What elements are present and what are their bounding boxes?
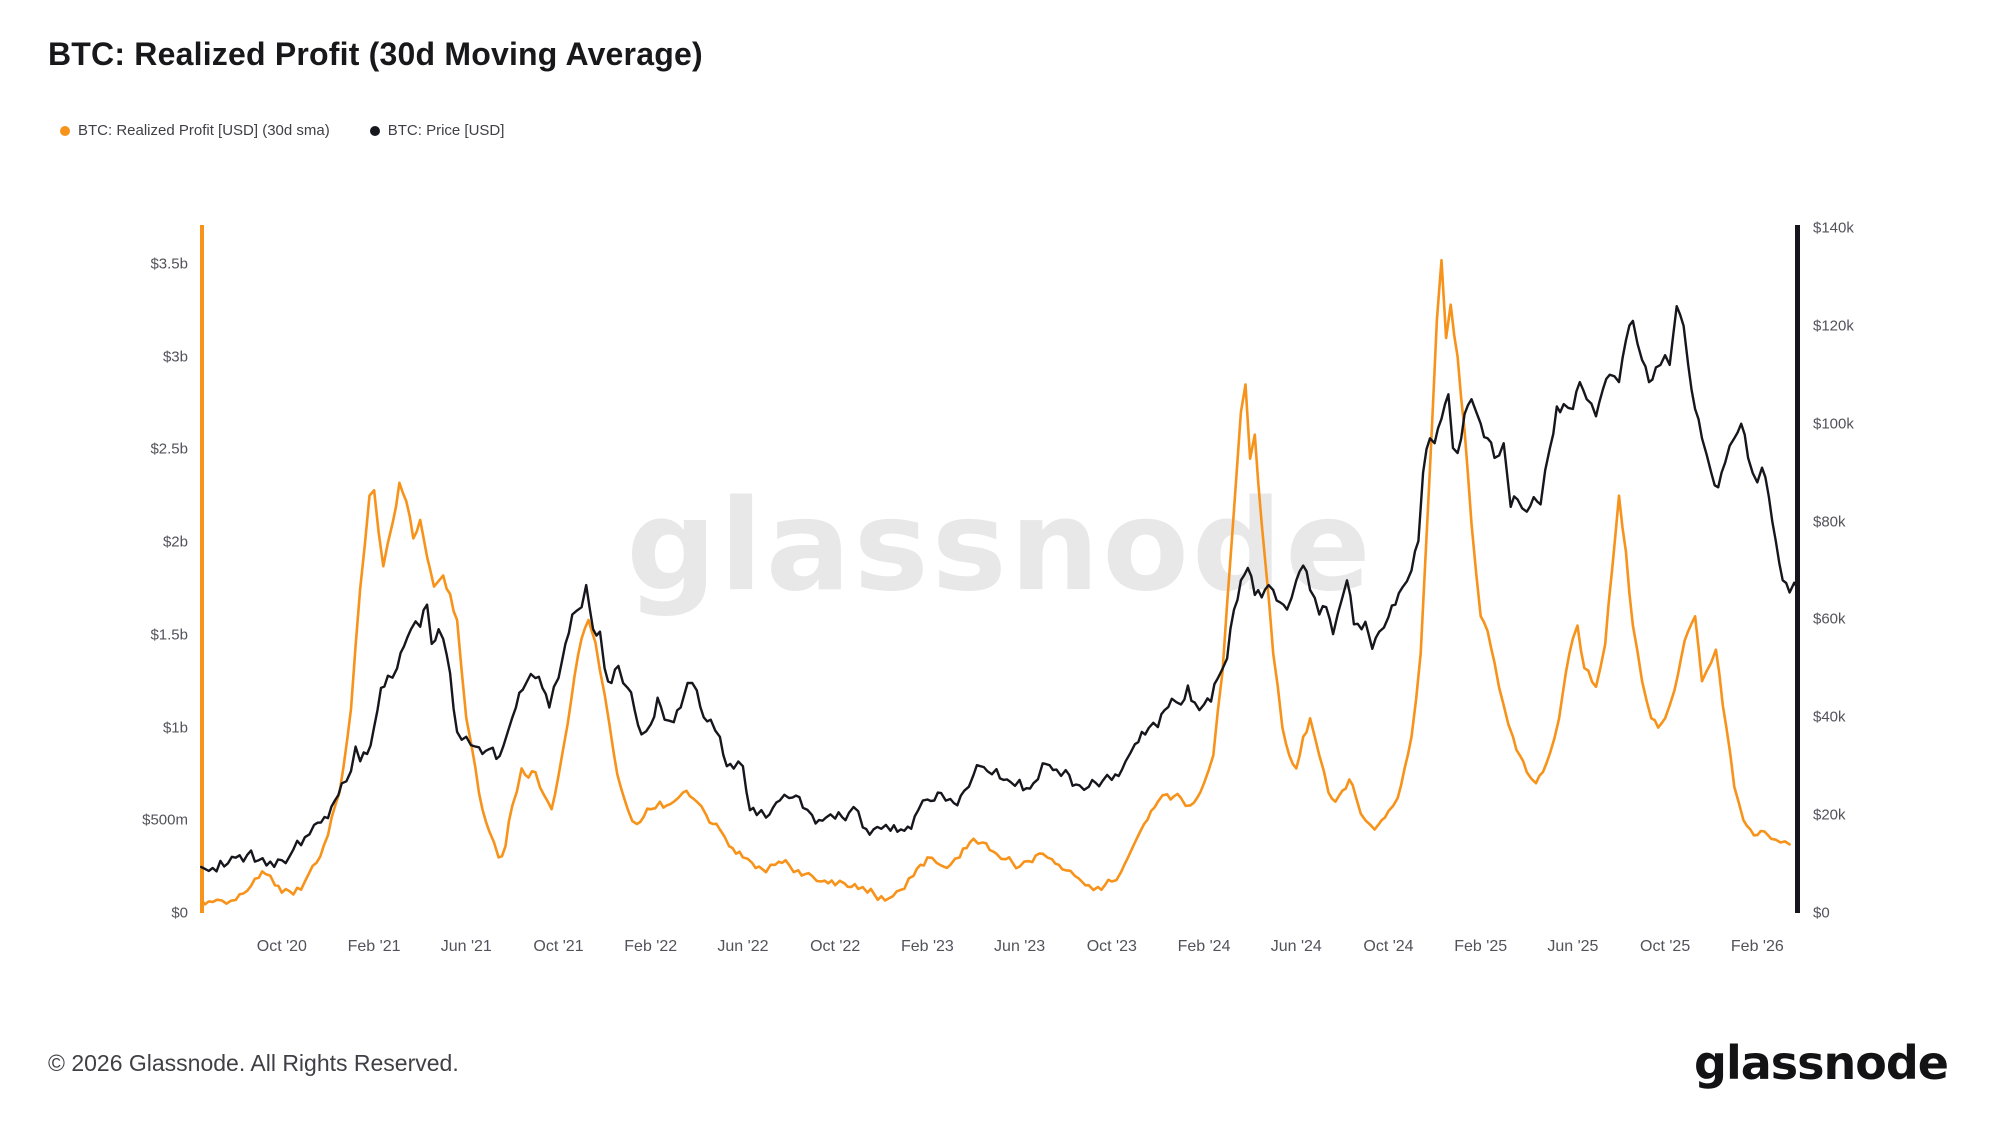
x-axis-tick-label: Jun '23	[994, 938, 1046, 955]
left-axis-tick-label: $1b	[162, 719, 188, 737]
right-axis-tick-label: $60k	[1813, 610, 1846, 628]
left-axis-tick-label: $500m	[142, 811, 188, 829]
legend-label-price: BTC: Price [USD]	[387, 122, 505, 139]
left-axis-tick-label: $0	[171, 904, 188, 922]
legend-item-price[interactable]: BTC: Price [USD]	[369, 122, 505, 139]
chart-legend: BTC: Realized Profit [USD] (30d sma) BTC…	[60, 122, 504, 139]
legend-item-realized-profit[interactable]: BTC: Realized Profit [USD] (30d sma)	[60, 122, 330, 139]
x-axis-tick-label: Feb '26	[1730, 938, 1784, 955]
chart-plot-area[interactable]	[200, 225, 1800, 915]
x-axis-tick-label: Oct '22	[810, 938, 861, 955]
right-axis-tick-label: $80k	[1813, 513, 1846, 531]
x-axis-tick-label: Oct '20	[256, 938, 307, 955]
x-axis-tick-label: Oct '24	[1363, 938, 1414, 955]
legend-label-realized-profit: BTC: Realized Profit [USD] (30d sma)	[78, 122, 330, 139]
x-axis-tick-label: Feb '23	[900, 938, 954, 955]
x-axis-tick-label: Feb '21	[347, 938, 401, 955]
x-axis-tick-label: Jun '22	[717, 938, 769, 955]
x-axis-tick-label: Feb '25	[1454, 938, 1508, 955]
right-axis-tick-label: $140k	[1813, 219, 1854, 237]
x-axis-tick-label: Jun '25	[1547, 938, 1599, 955]
x-axis-tick-label: Jun '24	[1270, 938, 1322, 955]
copyright-text: © 2026 Glassnode. All Rights Reserved.	[48, 1050, 459, 1076]
realized-profit-swatch-icon	[60, 125, 70, 136]
right-axis-tick-label: $120k	[1813, 317, 1854, 335]
x-axis-tick-label: Feb '22	[624, 938, 678, 955]
x-axis-tick-label: Oct '21	[533, 938, 584, 955]
left-axis-tick-label: $2.5b	[150, 440, 188, 458]
x-axis-tick-label: Jun '21	[440, 938, 492, 955]
glassnode-logo[interactable]: glassnode	[1694, 1036, 1949, 1090]
x-axis-tick-label: Feb '24	[1177, 938, 1231, 955]
left-axis-tick-label: $3b	[162, 348, 188, 366]
left-axis-tick-label: $2b	[162, 533, 188, 551]
price-swatch-icon	[369, 125, 380, 136]
series-line-price	[200, 305, 1800, 873]
x-axis-tick-label: Oct '23	[1086, 938, 1137, 955]
left-axis: $0 $500m $1b $1.5b $2b $2.5b $3b $3.5b	[0, 225, 188, 921]
x-axis-tick-label: Oct '25	[1640, 938, 1691, 955]
right-axis-tick-label: $40k	[1813, 708, 1846, 726]
right-axis: $0 $20k $40k $60k $80k $100k $120k $140k	[1813, 219, 1993, 921]
page-title: BTC: Realized Profit (30d Moving Average…	[48, 36, 703, 72]
right-axis-tick-label: $100k	[1813, 415, 1854, 433]
x-axis: Oct '20 Feb '21 Jun '21 Oct '21 Feb '22 Jun '…	[200, 938, 1800, 968]
series-line-realized-profit	[200, 258, 1791, 906]
right-axis-tick-label: $20k	[1813, 806, 1846, 824]
left-axis-tick-label: $3.5b	[150, 255, 188, 273]
left-axis-tick-label: $1.5b	[150, 626, 188, 644]
right-axis-tick-label: $0	[1813, 904, 1830, 922]
chart-canvas[interactable]	[200, 225, 1800, 915]
